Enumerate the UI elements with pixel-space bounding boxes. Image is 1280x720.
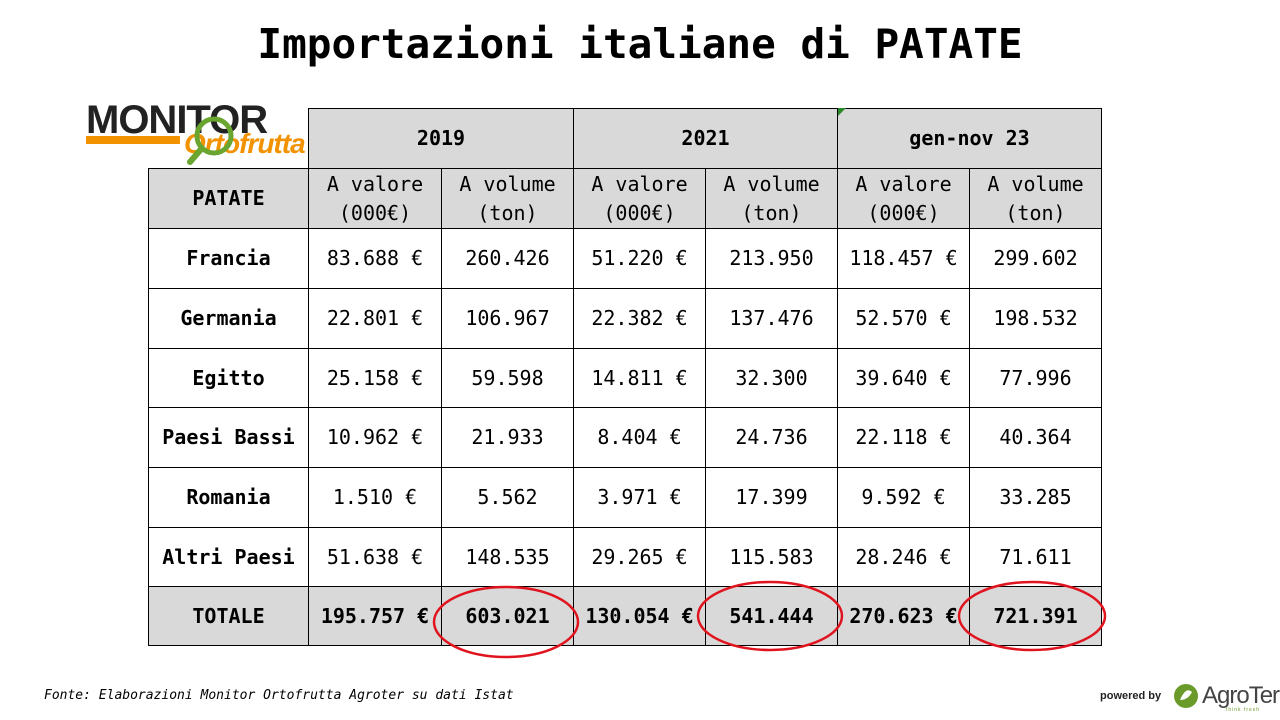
- value-cell: 77.996: [969, 348, 1102, 408]
- value-cell: 22.118 €: [837, 407, 970, 468]
- value-cell: 148.535: [441, 527, 574, 587]
- country-cell: Altri Paesi: [148, 527, 309, 587]
- column-subheader: A volume (ton): [705, 168, 838, 229]
- value-cell: 137.476: [705, 288, 838, 349]
- total-cell: 721.391: [969, 586, 1102, 646]
- value-cell: 21.933: [441, 407, 574, 468]
- value-cell: 1.510 €: [308, 467, 442, 528]
- total-cell: 130.054 €: [573, 586, 706, 646]
- period-header: 2021: [573, 108, 838, 169]
- agroter-leaf-icon: [1174, 684, 1198, 708]
- country-cell: Francia: [148, 228, 309, 289]
- value-cell: 17.399: [705, 467, 838, 528]
- value-cell: 29.265 €: [573, 527, 706, 587]
- value-cell: 260.426: [441, 228, 574, 289]
- value-cell: 198.532: [969, 288, 1102, 349]
- value-cell: 39.640 €: [837, 348, 970, 408]
- value-cell: 5.562: [441, 467, 574, 528]
- column-subheader: A valore (000€): [308, 168, 442, 229]
- country-cell: Germania: [148, 288, 309, 349]
- value-cell: 71.611: [969, 527, 1102, 587]
- value-cell: 52.570 €: [837, 288, 970, 349]
- column-subheader: A volume (ton): [969, 168, 1102, 229]
- corner-header: PATATE: [148, 168, 309, 229]
- value-cell: 10.962 €: [308, 407, 442, 468]
- value-cell: 32.300: [705, 348, 838, 408]
- page-title: Importazioni italiane di PATATE: [257, 20, 1023, 68]
- total-cell: 541.444: [705, 586, 838, 646]
- country-cell: Romania: [148, 467, 309, 528]
- country-cell: Egitto: [148, 348, 309, 408]
- value-cell: 33.285: [969, 467, 1102, 528]
- source-note: Fonte: Elaborazioni Monitor Ortofrutta A…: [44, 688, 514, 703]
- value-cell: 25.158 €: [308, 348, 442, 408]
- agroter-logo: AgroTer think fresh: [1172, 680, 1280, 714]
- agroter-tagline: think fresh: [1226, 707, 1261, 713]
- value-cell: 24.736: [705, 407, 838, 468]
- powered-by-label: powered by: [1100, 690, 1162, 702]
- value-cell: 3.971 €: [573, 467, 706, 528]
- value-cell: 51.220 €: [573, 228, 706, 289]
- logo-bar: [86, 136, 180, 144]
- column-subheader: A valore (000€): [573, 168, 706, 229]
- value-cell: 9.592 €: [837, 467, 970, 528]
- total-cell: 195.757 €: [308, 586, 442, 646]
- period-header: gen-nov 23: [837, 108, 1102, 169]
- value-cell: 118.457 €: [837, 228, 970, 289]
- total-cell: 270.623 €: [837, 586, 970, 646]
- value-cell: 22.801 €: [308, 288, 442, 349]
- value-cell: 14.811 €: [573, 348, 706, 408]
- agroter-name: AgroTer: [1202, 682, 1280, 709]
- value-cell: 28.246 €: [837, 527, 970, 587]
- period-header: 2019: [308, 108, 574, 169]
- value-cell: 8.404 €: [573, 407, 706, 468]
- country-cell: Paesi Bassi: [148, 407, 309, 468]
- value-cell: 51.638 €: [308, 527, 442, 587]
- column-subheader: A valore (000€): [837, 168, 970, 229]
- logo-line2: Ortofrutta: [184, 128, 306, 159]
- value-cell: 299.602: [969, 228, 1102, 289]
- value-cell: 59.598: [441, 348, 574, 408]
- value-cell: 22.382 €: [573, 288, 706, 349]
- value-cell: 83.688 €: [308, 228, 442, 289]
- total-cell: 603.021: [441, 586, 574, 646]
- column-subheader: A volume (ton): [441, 168, 574, 229]
- value-cell: 106.967: [441, 288, 574, 349]
- monitor-ortofrutta-logo: MONITOR Ortofrutta: [84, 98, 306, 170]
- magnifier-icon: [187, 116, 234, 165]
- total-label: TOTALE: [148, 586, 309, 646]
- value-cell: 115.583: [705, 527, 838, 587]
- value-cell: 40.364: [969, 407, 1102, 468]
- logo-line1: MONITOR: [86, 98, 268, 142]
- value-cell: 213.950: [705, 228, 838, 289]
